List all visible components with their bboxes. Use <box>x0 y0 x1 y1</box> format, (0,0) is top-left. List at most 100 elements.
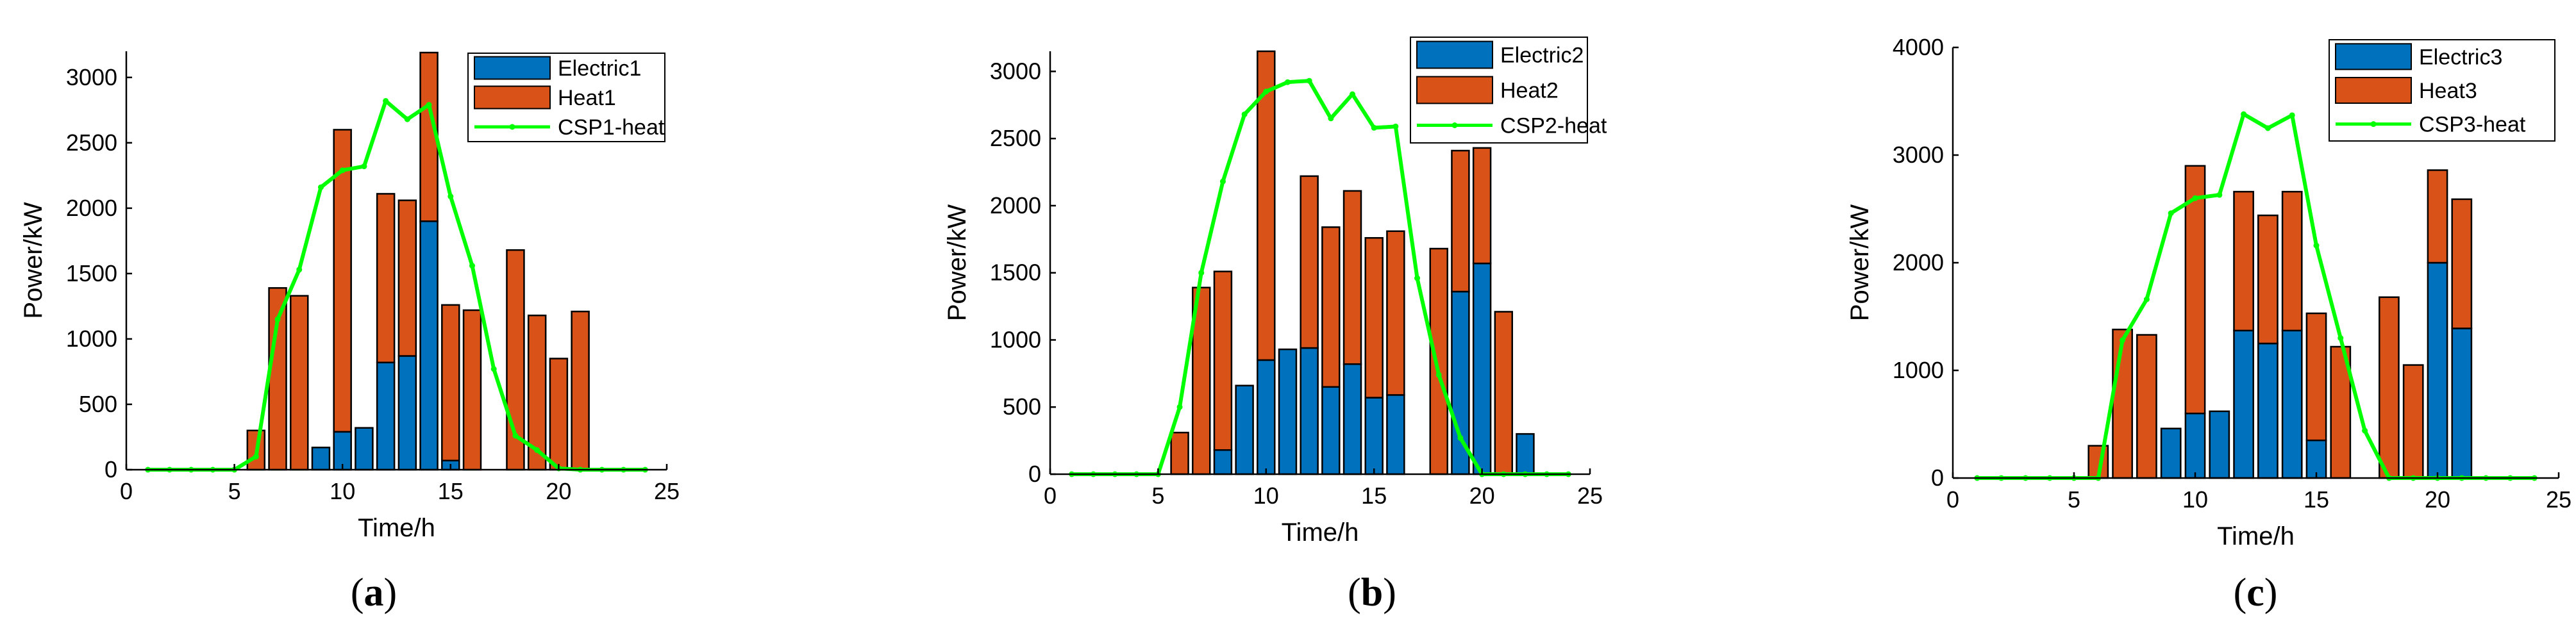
point-csp3-heat-15 <box>2313 242 2320 249</box>
bar-heat3-20 <box>2427 169 2448 264</box>
y-tick-label: 1500 <box>66 260 117 286</box>
bar-heat1-20 <box>549 358 569 471</box>
bar-heat3-18 <box>2379 296 2400 479</box>
bar-heat2-20 <box>1472 147 1492 265</box>
point-csp1-heat-9 <box>317 184 324 190</box>
x-tick-label: 15 <box>2304 486 2329 513</box>
panel-label: (a) <box>351 571 397 615</box>
point-csp3-heat-8 <box>2143 296 2150 302</box>
y-axis-label: Power/kW <box>943 204 971 321</box>
bar-electric2-16 <box>1386 394 1405 475</box>
bar-heat2-6 <box>1170 431 1189 475</box>
point-csp2-heat-16 <box>1393 123 1399 129</box>
bar-heat1-8 <box>290 295 309 471</box>
point-csp1-heat-18 <box>512 433 519 439</box>
bar-heat2-12 <box>1300 175 1319 349</box>
y-tick-label: 2500 <box>66 129 117 156</box>
point-csp1-heat-13 <box>404 116 410 122</box>
legend-marker <box>1451 122 1458 128</box>
x-tick-label: 5 <box>2068 486 2080 513</box>
bar-electric2-9 <box>1235 384 1254 475</box>
point-csp2-heat-14 <box>1350 91 1356 97</box>
y-tick-label: 3000 <box>1893 142 1944 168</box>
point-csp3-heat-13 <box>2264 125 2271 131</box>
y-tick-label: 1000 <box>990 326 1041 352</box>
bar-heat3-21 <box>2451 198 2473 329</box>
point-csp3-heat-11 <box>2216 192 2223 198</box>
point-csp2-heat-11 <box>1284 79 1291 85</box>
y-tick-label: 2500 <box>990 125 1041 151</box>
x-tick-label: 5 <box>1151 483 1164 509</box>
bar-heat2-18 <box>1429 247 1448 475</box>
point-csp1-heat-19 <box>534 447 540 453</box>
y-tick-label: 1000 <box>1893 357 1944 383</box>
bar-heat2-14 <box>1342 190 1362 365</box>
point-csp2-heat-10 <box>1263 88 1269 95</box>
bar-electric3-21 <box>2451 327 2473 479</box>
point-csp3-heat-17 <box>2362 427 2368 434</box>
bar-heat1-21 <box>571 310 590 471</box>
legend-swatch-electric1 <box>474 56 551 80</box>
bar-heat1-16 <box>462 309 482 471</box>
bar-heat1-10 <box>333 129 352 433</box>
point-csp2-heat-8 <box>1219 178 1226 185</box>
point-csp1-heat-16 <box>469 263 476 269</box>
legend-label-heat3: Heat3 <box>2419 79 2477 103</box>
point-csp3-heat-7 <box>2120 337 2126 343</box>
y-tick-label: 3000 <box>990 58 1041 84</box>
point-csp2-heat-19 <box>1457 434 1464 441</box>
point-csp3-heat-16 <box>2338 335 2344 342</box>
legend-label-electric1: Electric1 <box>558 56 641 81</box>
point-csp3-heat-9 <box>2168 210 2174 217</box>
chart-panel-1: 0 5 10 15 20 25 0 500 1000 1500 2000 2500 3000 Time/h… <box>19 51 680 615</box>
point-csp1-heat-17 <box>490 366 497 372</box>
legend-swatch-heat2 <box>1416 76 1493 104</box>
bar-heat3-8 <box>2136 334 2157 479</box>
bar-electric1-9 <box>311 447 331 471</box>
bar-electric3-12 <box>2233 329 2254 479</box>
y-axis-label: Power/kW <box>19 202 47 318</box>
y-tick-label: 2000 <box>990 192 1041 219</box>
point-csp2-heat-7 <box>1198 270 1205 276</box>
bar-electric3-20 <box>2427 261 2448 479</box>
legend-swatch-electric2 <box>1416 40 1493 69</box>
y-tick-label: 0 <box>105 456 117 483</box>
bar-electric1-14 <box>419 220 439 471</box>
bar-heat3-19 <box>2402 364 2424 479</box>
point-csp1-heat-6 <box>253 454 259 460</box>
x-tick-label: 25 <box>2546 486 2572 513</box>
x-tick-label: 20 <box>546 478 571 504</box>
y-tick-label: 3000 <box>66 64 117 90</box>
bar-electric1-12 <box>376 361 396 471</box>
legend-label-csp2-heat: CSP2-heat <box>1500 114 1607 138</box>
line-csp3-heat <box>1977 112 2535 480</box>
x-axis-label: Time/h <box>2217 522 2295 550</box>
point-csp1-heat-15 <box>447 194 454 200</box>
bar-electric3-10 <box>2184 412 2206 479</box>
y-tick-label: 4000 <box>1893 34 1944 60</box>
bar-electric2-14 <box>1342 363 1362 475</box>
y-tick-label: 0 <box>1028 461 1041 487</box>
point-csp1-heat-14 <box>426 102 432 108</box>
panel-label: (c) <box>2234 571 2278 615</box>
point-csp2-heat-15 <box>1371 124 1377 131</box>
legend-swatch-electric3 <box>2335 43 2412 70</box>
x-tick-label: 0 <box>120 478 133 504</box>
bar-electric3-9 <box>2160 427 2182 479</box>
point-csp3-heat-12 <box>2241 111 2247 117</box>
bar-heat1-12 <box>376 193 396 363</box>
y-tick-label: 2000 <box>66 195 117 221</box>
bar-electric3-14 <box>2281 329 2303 479</box>
x-tick-label: 0 <box>1044 483 1057 509</box>
point-csp2-heat-9 <box>1241 111 1248 117</box>
y-axis-label: Power/kW <box>1846 204 1874 321</box>
point-csp1-heat-11 <box>361 163 367 170</box>
bar-heat2-19 <box>1451 149 1470 293</box>
point-csp2-heat-13 <box>1328 115 1334 122</box>
y-tick-label: 0 <box>1931 465 1944 491</box>
bar-electric2-22 <box>1516 433 1535 475</box>
point-csp2-heat-17 <box>1414 275 1421 281</box>
line-csp1-heat <box>147 99 646 472</box>
legend: Electric3 Heat3 CSP3-heat <box>2329 39 2555 142</box>
